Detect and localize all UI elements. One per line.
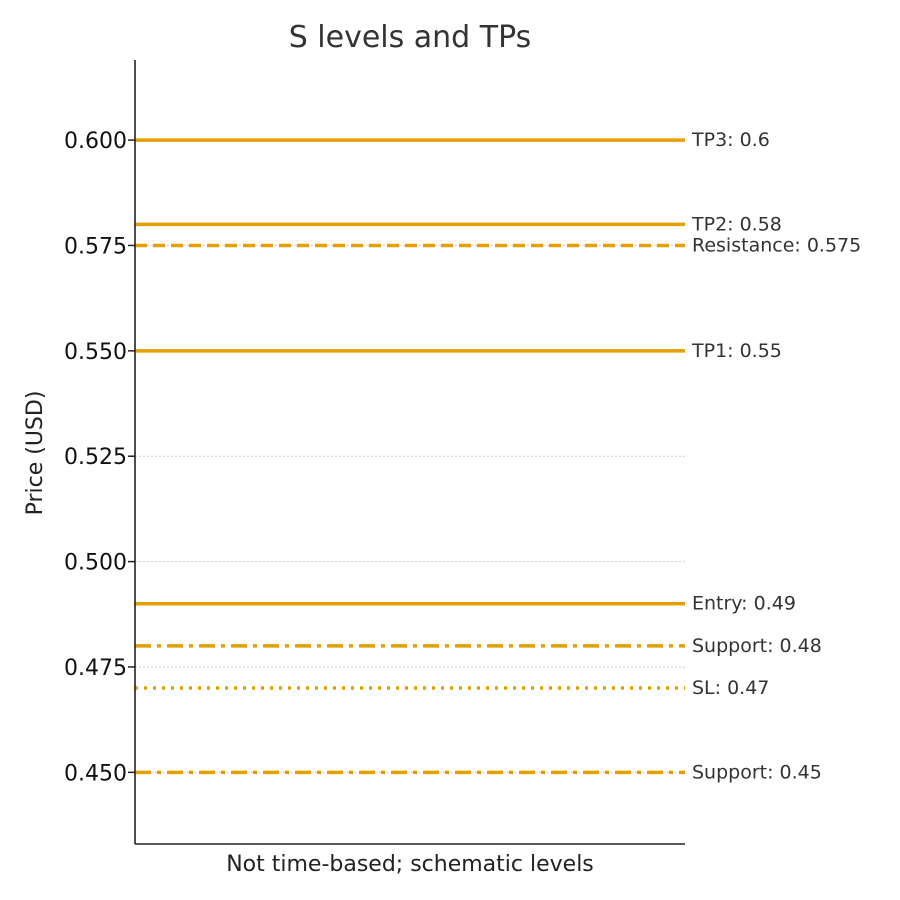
level-label: TP3: 0.6 bbox=[691, 129, 770, 151]
y-ticks: 0.450 0.475 0.500 0.525 0.550 0.575 0.600 bbox=[64, 129, 135, 786]
y-tick-label: 0.500 bbox=[64, 551, 127, 576]
level-label: TP1: 0.55 bbox=[691, 340, 782, 362]
y-tick-label: 0.575 bbox=[64, 234, 127, 259]
level-label: SL: 0.47 bbox=[692, 677, 769, 699]
level-label: Support: 0.45 bbox=[692, 761, 822, 783]
x-axis-label: Not time-based; schematic levels bbox=[226, 852, 594, 877]
y-tick-label: 0.525 bbox=[64, 445, 127, 470]
chart-title: S levels and TPs bbox=[289, 20, 532, 55]
level-label: Resistance: 0.575 bbox=[692, 234, 861, 256]
y-tick-label: 0.600 bbox=[64, 129, 127, 154]
level-label: Support: 0.48 bbox=[692, 635, 822, 657]
y-axis-label: Price (USD) bbox=[23, 391, 48, 516]
y-tick-label: 0.450 bbox=[64, 761, 127, 786]
y-tick-label: 0.475 bbox=[64, 656, 127, 681]
y-tick-label: 0.550 bbox=[64, 340, 127, 365]
level-lines bbox=[135, 138, 685, 775]
level-label: TP2: 0.58 bbox=[691, 213, 782, 235]
level-label: Entry: 0.49 bbox=[692, 593, 796, 615]
grid-lines bbox=[135, 139, 685, 773]
